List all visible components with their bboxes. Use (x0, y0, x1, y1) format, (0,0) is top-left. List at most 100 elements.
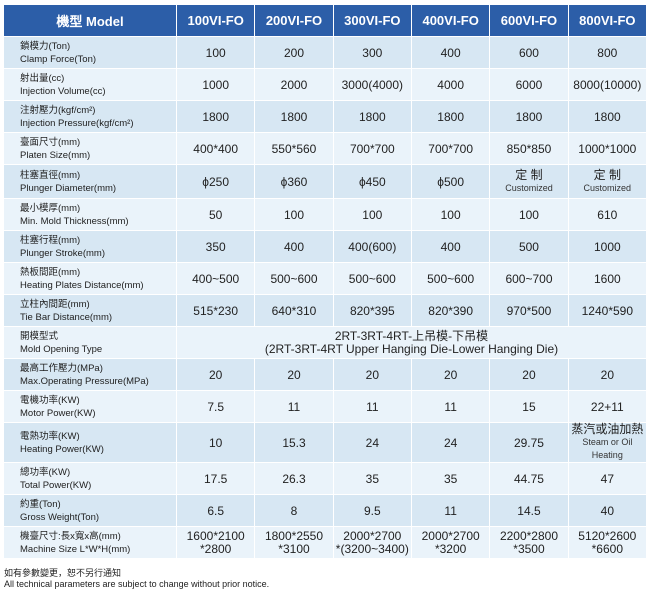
spec-row: 電機功率(KW) Motor Power(KW) 7.5 11 11 11 15 22+11 (4, 391, 646, 422)
spec-value: ϕ450 (333, 165, 411, 198)
spec-row: 電熱功率(KW) Heating Power(KW) 10 15.3 24 24 29.75… (4, 423, 646, 462)
header-row: 機型 Model 100VI-FO 200VI-FO 300VI-FO 400V… (4, 5, 646, 36)
spec-label-cn: 柱塞行程(mm) (20, 234, 81, 246)
spec-label: 鎖模力(Ton) Clamp Force(Ton) (4, 37, 176, 68)
spec-value: 700*700 (411, 133, 490, 164)
spec-label: 柱塞行程(mm) Plunger Stroke(mm) (4, 231, 176, 262)
spec-value: ϕ250 (177, 165, 255, 198)
spec-label-en: Tie Bar Distance(mm) (20, 311, 113, 323)
spec-value: 7.5 (177, 391, 255, 422)
spec-row: 開模型式 Mold Opening Type 2RT-3RT-4RT-上吊模-下吊模… (4, 327, 646, 358)
spec-value: 350 (177, 231, 255, 262)
spec-value: 2000*2700 *3200 (411, 527, 490, 558)
model-name: 600VI-FO (490, 5, 568, 36)
spec-value: 47 (568, 463, 646, 494)
spec-value: 定 制 Customized (568, 165, 646, 198)
spec-value: 6000 (490, 69, 568, 100)
spec-value: 3000(4000) (333, 69, 411, 100)
spec-value: 400~500 (177, 263, 255, 294)
spec-label: 約重(Ton) Gross Weight(Ton) (4, 495, 176, 526)
spec-row: 機臺尺寸:長x寬x高(mm) Machine Size L*W*H(mm) 1600… (4, 527, 646, 558)
spec-value: 200 (255, 37, 333, 68)
spec-value: 1240*590 (568, 295, 646, 326)
spec-value: 20 (411, 359, 490, 390)
spec-value: 26.3 (255, 463, 333, 494)
spec-value: 2200*2800 *3500 (490, 527, 568, 558)
spec-label-en: Gross Weight(Ton) (20, 511, 100, 523)
spec-value: 14.5 (490, 495, 568, 526)
spec-value: 1000 (568, 231, 646, 262)
spec-value: 4000 (411, 69, 490, 100)
spec-value: 550*560 (255, 133, 333, 164)
spec-value: 1800 (411, 101, 490, 132)
spec-label-en: Clamp Force(Ton) (20, 53, 97, 65)
spec-value: 24 (411, 423, 490, 462)
spec-label-cn: 機臺尺寸:長x寬x高(mm) (20, 530, 121, 542)
spec-row: 臺面尺寸(mm) Platen Size(mm) 400*400 550*560 700… (4, 133, 646, 164)
spec-value: 22+11 (568, 391, 646, 422)
spec-value: 1000 (177, 69, 255, 100)
spec-value: 2000*2700 *(3200~3400) (333, 527, 411, 558)
spec-value: 11 (411, 391, 490, 422)
spec-value: 24 (333, 423, 411, 462)
spec-label-cn: 開模型式 (20, 330, 59, 342)
spec-label-en: Heating Plates Distance(mm) (20, 279, 144, 291)
spec-label: 立柱內間距(mm) Tie Bar Distance(mm) (4, 295, 176, 326)
spec-value: 500~600 (411, 263, 490, 294)
spec-label-cn: 電熱功率(KW) (20, 430, 80, 442)
spec-label: 最高工作壓力(MPa) Max.Operating Pressure(MPa) (4, 359, 176, 390)
spec-value: 400 (411, 231, 490, 262)
spec-label-en: Plunger Diameter(mm) (20, 182, 117, 194)
spec-label-cn: 最高工作壓力(MPa) (20, 362, 103, 374)
spec-value: 850*850 (490, 133, 568, 164)
spec-value: 1800 (490, 101, 568, 132)
spec-label: 注射壓力(kgf/cm²) Injection Pressure(kgf/cm²) (4, 101, 176, 132)
spec-value: 29.75 (490, 423, 568, 462)
spec-value: 定 制 Customized (490, 165, 568, 198)
spec-value: 8000(10000) (568, 69, 646, 100)
spec-value: 640*310 (255, 295, 333, 326)
spec-value: 10 (177, 423, 255, 462)
spec-row: 最小模厚(mm) Min. Mold Thickness(mm) 50 100 100 1… (4, 199, 646, 230)
spec-label-cn: 熱板間距(mm) (20, 266, 81, 278)
spec-value: 400*400 (177, 133, 255, 164)
spec-row: 柱塞行程(mm) Plunger Stroke(mm) 350 400 400(600)… (4, 231, 646, 262)
spec-value: 20 (333, 359, 411, 390)
spec-value: 100 (490, 199, 568, 230)
spec-label-en: Injection Pressure(kgf/cm²) (20, 117, 134, 129)
spec-value: 20 (255, 359, 333, 390)
spec-value: 100 (177, 37, 255, 68)
spec-value: 15.3 (255, 423, 333, 462)
model-name: 400VI-FO (411, 5, 490, 36)
spec-value: 600~700 (490, 263, 568, 294)
spec-label: 臺面尺寸(mm) Platen Size(mm) (4, 133, 176, 164)
spec-value: 1800*2550 *3100 (255, 527, 333, 558)
spec-label-en: Max.Operating Pressure(MPa) (20, 375, 149, 387)
spec-value: 1000*1000 (568, 133, 646, 164)
spec-row: 總功率(KW) Total Power(KW) 17.5 26.3 35 35 44.75 4… (4, 463, 646, 494)
spec-row: 最高工作壓力(MPa) Max.Operating Pressure(MPa) 20… (4, 359, 646, 390)
spec-value: 610 (568, 199, 646, 230)
spec-table: 機型 Model 100VI-FO 200VI-FO 300VI-FO 400V… (3, 4, 647, 559)
spec-value: 515*230 (177, 295, 255, 326)
spec-label-cn: 立柱內間距(mm) (20, 298, 90, 310)
spec-value: 35 (333, 463, 411, 494)
spec-value: 40 (568, 495, 646, 526)
spec-row: 鎖模力(Ton) Clamp Force(Ton) 100 200 300 400 600 8… (4, 37, 646, 68)
spec-label-cn: 最小模厚(mm) (20, 202, 81, 214)
spec-value: 17.5 (177, 463, 255, 494)
model-header: 機型 Model (4, 5, 176, 36)
spec-value: 20 (177, 359, 255, 390)
spec-row: 熱板間距(mm) Heating Plates Distance(mm) 400~5… (4, 263, 646, 294)
spec-label: 機臺尺寸:長x寬x高(mm) Machine Size L*W*H(mm) (4, 527, 176, 558)
spec-label: 柱塞直徑(mm) Plunger Diameter(mm) (4, 165, 176, 198)
spec-label: 射出量(cc) Injection Volume(cc) (4, 69, 176, 100)
spec-value: 8 (255, 495, 333, 526)
notice-cn: 如有參數變更，恕不另行通知 (4, 568, 122, 578)
spec-value: 700*700 (333, 133, 411, 164)
spec-value: 1800 (568, 101, 646, 132)
spec-value: 20 (490, 359, 568, 390)
model-name: 100VI-FO (177, 5, 255, 36)
spec-row: 立柱內間距(mm) Tie Bar Distance(mm) 515*230 640*… (4, 295, 646, 326)
spec-row: 注射壓力(kgf/cm²) Injection Pressure(kgf/cm²)… (4, 101, 646, 132)
